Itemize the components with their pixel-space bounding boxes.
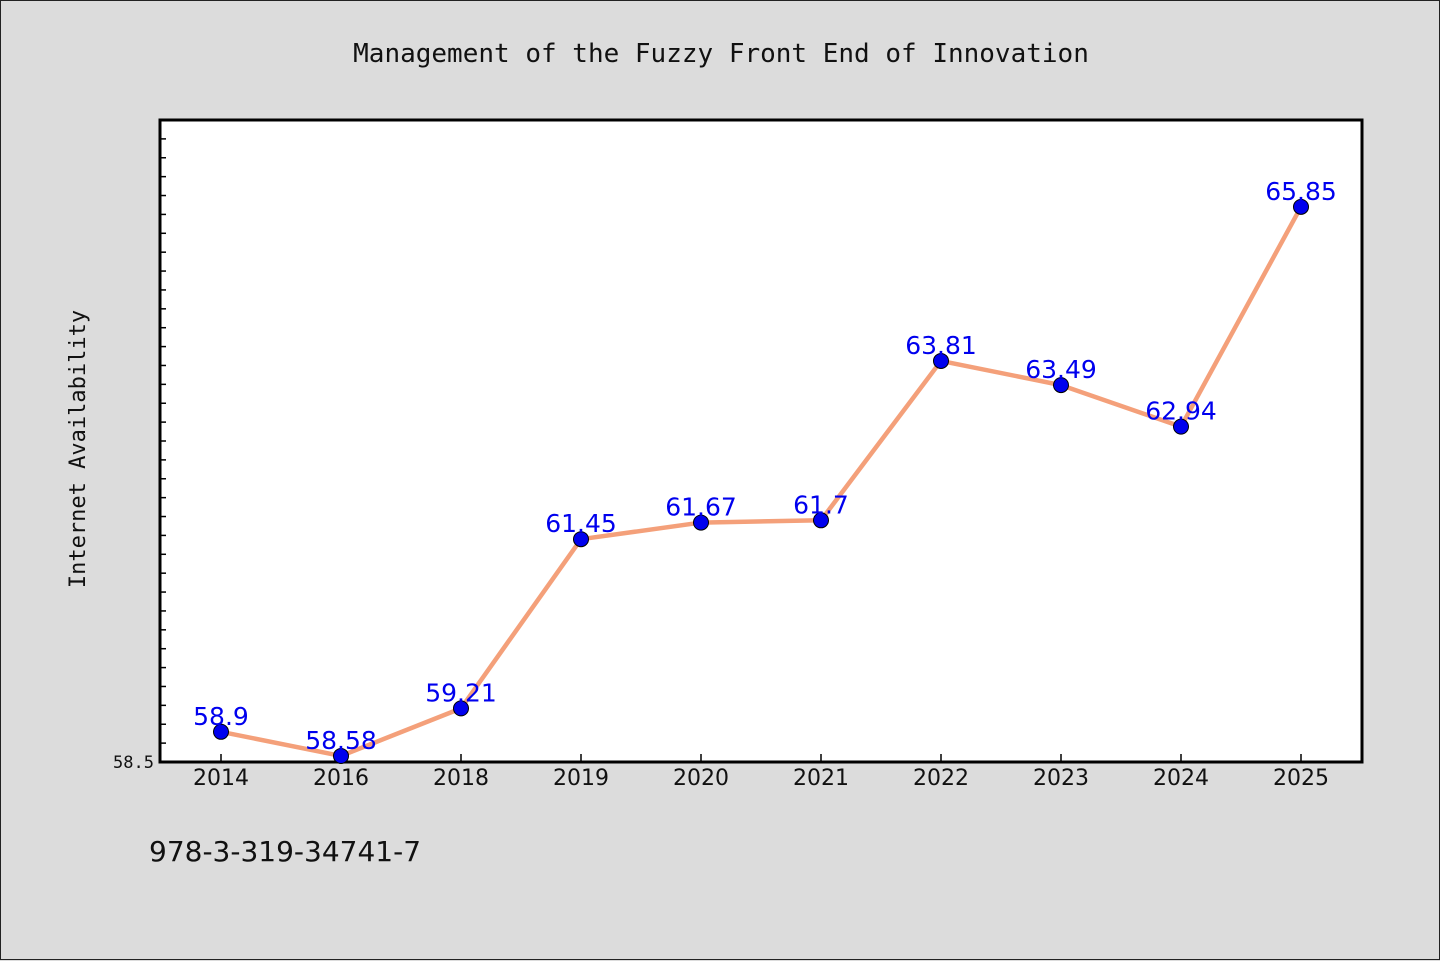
x-tick-label: 2016 [313,766,369,791]
isbn-footnote: 978-3-319-34741-7 [149,835,422,868]
series-line [220,205,1303,759]
data-point [1173,418,1189,435]
x-axis-ticks: 2014 2016 2018 2019 2020 2021 2022 2023 2024 2025 [193,754,1329,791]
data-markers [213,198,1309,764]
y-axis-ticks: 58.5 [113,138,166,773]
data-point [1053,377,1069,394]
data-point [333,747,349,764]
y-axis-label: Internet Availability [66,310,91,588]
data-label: 61.67 [665,493,737,522]
data-point [813,512,829,529]
data-point [1293,198,1309,215]
data-point [933,352,949,369]
plot-area [158,118,1364,764]
data-point [573,531,589,548]
data-label: 63.81 [905,331,977,360]
data-label: 62.94 [1145,397,1217,426]
data-label: 58.9 [193,702,249,731]
x-tick-label: 2021 [793,766,849,791]
data-label: 65.85 [1265,177,1337,206]
data-label: 58.58 [305,726,377,755]
data-label: 59.21 [425,678,497,707]
x-tick-label: 2025 [1273,766,1329,791]
x-tick-label: 2020 [673,766,729,791]
x-tick-label: 2018 [433,766,489,791]
x-tick-label: 2014 [193,766,249,791]
data-labels: 58.9 58.58 59.21 61.45 61.67 61.7 63.81 63.49 62… [193,177,1337,755]
data-point [213,723,229,740]
data-point [453,700,469,717]
data-label: 61.45 [545,509,617,538]
x-tick-label: 2023 [1033,766,1089,791]
y-tick-label: 58.5 [113,753,154,773]
chart-title: Management of the Fuzzy Front End of Inn… [353,39,1089,69]
data-label: 63.49 [1025,355,1097,384]
x-tick-label: 2024 [1153,766,1209,791]
x-tick-label: 2022 [913,766,969,791]
data-point [693,514,709,531]
x-tick-label: 2019 [553,766,609,791]
data-label: 61.7 [793,490,849,519]
